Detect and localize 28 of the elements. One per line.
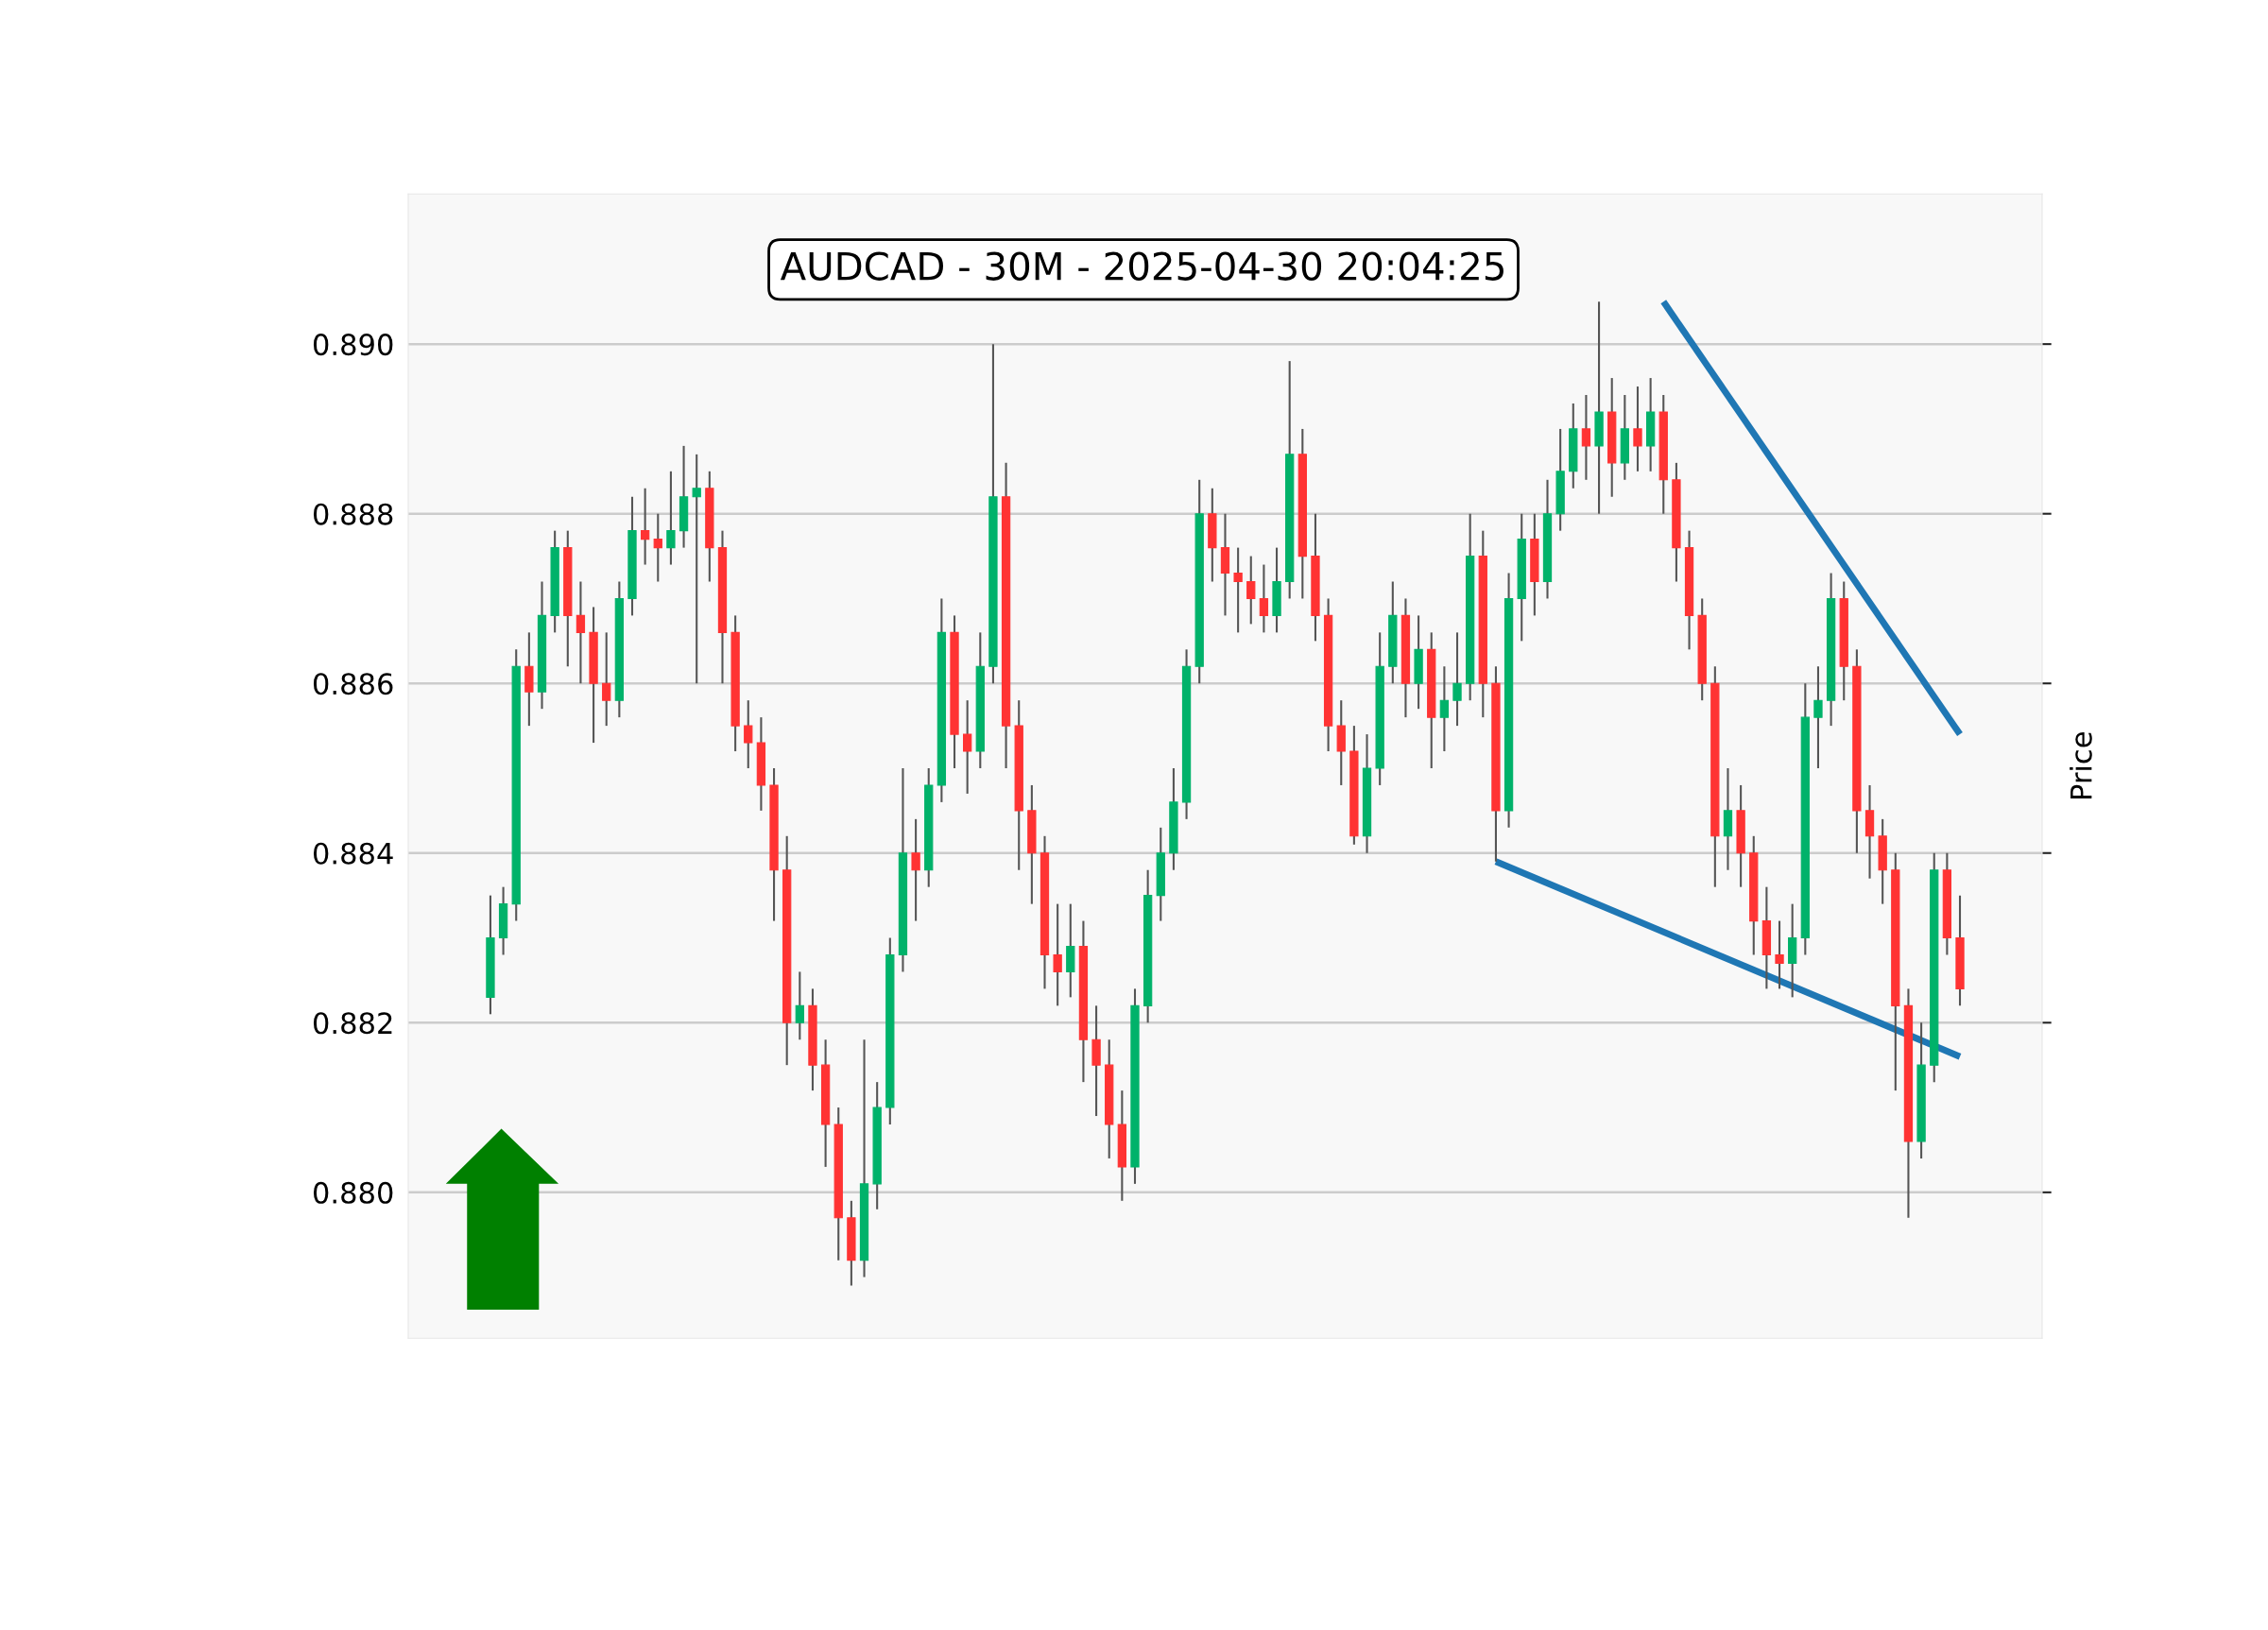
candlestick	[744, 699, 753, 770]
candlestick	[653, 512, 662, 583]
candlestick	[1233, 546, 1243, 634]
candlestick	[1259, 563, 1269, 634]
candlestick	[692, 453, 701, 685]
text: AUDCAD - 30M - 2025-04-30 20:04:25	[780, 251, 1503, 281]
y-tick-label: 0.888	[313, 503, 393, 525]
y-tick-label: 0.890	[313, 334, 393, 356]
y-axis-title: Price	[2070, 732, 2092, 799]
y-tick-label: 0.884	[313, 842, 393, 865]
candlestick	[1775, 919, 1784, 990]
candlestick	[795, 970, 804, 1041]
candlestick	[911, 817, 920, 922]
candlestick	[1246, 555, 1256, 626]
candlestick	[640, 487, 650, 566]
y-tick-label: 0.882	[313, 1012, 392, 1035]
candlestick	[1633, 386, 1642, 472]
candlestick	[666, 470, 676, 566]
candlestick	[602, 631, 611, 728]
candlestick	[963, 699, 972, 795]
y-tick-label: 0.886	[313, 673, 393, 695]
candlestick	[1581, 393, 1591, 481]
candlestick	[1439, 665, 1450, 753]
candlestick	[1452, 631, 1462, 728]
y-tick-label: 0.880	[313, 1181, 393, 1204]
candlestick	[1813, 665, 1823, 770]
candlestick	[576, 580, 586, 685]
candlestick	[1053, 902, 1062, 1007]
